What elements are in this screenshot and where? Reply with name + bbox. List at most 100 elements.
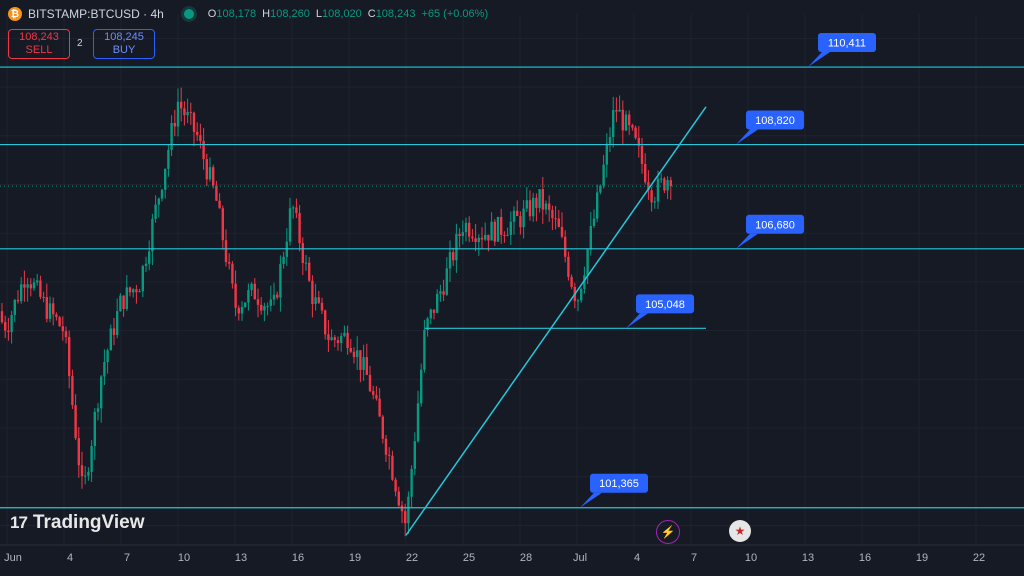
candle-body xyxy=(119,295,122,312)
level-label-box[interactable] xyxy=(746,214,804,234)
level-callout-pointer xyxy=(736,129,758,145)
change-value: +65 (+0.06%) xyxy=(421,8,489,20)
level-callout-pointer xyxy=(808,52,830,68)
candle-body xyxy=(356,350,359,358)
candle-body xyxy=(64,331,68,337)
candle-body xyxy=(125,287,128,309)
ohlc-values: O 108,178 H 108,260 L 108,020 C 108,243 +65 … xyxy=(202,8,488,20)
candle-body xyxy=(404,511,407,524)
candle-body xyxy=(394,479,397,492)
candle-body xyxy=(634,127,637,138)
candle-body xyxy=(148,251,151,264)
candle-body xyxy=(55,314,58,318)
open-key: O xyxy=(207,8,217,20)
candle-body xyxy=(336,340,340,343)
candle-body xyxy=(586,249,589,276)
candle-body xyxy=(407,496,410,524)
candle-body xyxy=(276,294,279,298)
candle-body xyxy=(461,232,464,237)
candle-body xyxy=(282,256,285,264)
candle-body xyxy=(580,288,583,301)
candle-body xyxy=(599,185,602,193)
candle-body xyxy=(333,337,336,341)
candle-body xyxy=(596,192,599,219)
candle-body xyxy=(266,305,269,307)
candle-body xyxy=(253,283,256,300)
candle-body xyxy=(496,216,500,242)
candle-body xyxy=(506,234,509,236)
candle-body xyxy=(263,306,266,311)
candle-body xyxy=(269,299,272,306)
candle-body xyxy=(365,357,368,375)
sell-button[interactable]: 108,243 SELL xyxy=(8,29,70,59)
levels[interactable]: 110,411 108,820 106,680 105,048 101,365 xyxy=(0,33,1024,509)
low-key: L xyxy=(315,8,322,20)
candle-body xyxy=(458,233,461,237)
candle-body xyxy=(445,268,448,295)
support-trendline[interactable] xyxy=(405,106,707,536)
candle-body xyxy=(96,408,100,412)
candle-body xyxy=(224,240,228,263)
candle-body xyxy=(362,357,365,370)
level-label: 110,411 xyxy=(828,38,866,50)
candle-body xyxy=(442,291,445,295)
candle-body xyxy=(391,455,394,480)
candle-body xyxy=(324,310,327,335)
candle-body xyxy=(186,111,189,116)
x-tick-label: 25 xyxy=(463,552,475,564)
candle-body xyxy=(429,309,432,319)
candle-body xyxy=(343,332,346,336)
candle-body xyxy=(624,114,628,131)
candle-body xyxy=(410,468,413,497)
candle-body xyxy=(272,294,276,300)
buy-button[interactable]: 108,245 BUY xyxy=(93,29,155,59)
candle-body xyxy=(20,284,23,302)
candle-body xyxy=(471,236,474,239)
level-label-box[interactable] xyxy=(818,33,876,53)
candle-body xyxy=(532,197,535,217)
candle-body xyxy=(212,167,215,186)
level-callout-pointer xyxy=(580,492,602,508)
level-label-box[interactable] xyxy=(636,294,694,314)
x-tick-label: 13 xyxy=(235,552,247,564)
candle-body xyxy=(560,226,564,237)
us-flag-icon[interactable]: ★ xyxy=(729,520,751,542)
level-label-box[interactable] xyxy=(746,110,804,130)
candle-body xyxy=(439,291,442,294)
level-label-box[interactable] xyxy=(590,473,648,493)
candle-body xyxy=(90,445,93,472)
candle-body xyxy=(551,209,554,219)
x-tick-label: 28 xyxy=(520,552,532,564)
candle-body xyxy=(173,122,176,127)
x-tick-label: 10 xyxy=(178,552,190,564)
tradingview-logo: 17 TradingView xyxy=(10,512,145,534)
candle-body xyxy=(228,262,231,264)
x-tick-label: Jun xyxy=(4,552,22,564)
candle-body xyxy=(618,109,621,112)
candle-body xyxy=(205,159,208,180)
candle-body xyxy=(84,475,87,477)
candle-body xyxy=(128,287,132,293)
level-callout-pointer xyxy=(736,233,758,249)
candle-body xyxy=(106,350,109,363)
candle-body xyxy=(247,290,250,303)
candle-body xyxy=(388,454,391,456)
trendline[interactable] xyxy=(405,106,707,536)
x-tick-label: 19 xyxy=(916,552,928,564)
symbol-title[interactable]: BITSTAMP:BTCUSD · 4h xyxy=(28,7,164,21)
candle-body xyxy=(650,190,653,203)
candle-body xyxy=(61,326,64,332)
candle-body xyxy=(112,328,116,335)
level-callout-pointer xyxy=(626,313,648,329)
candle-body xyxy=(301,243,304,263)
candle-body xyxy=(36,280,39,283)
candle-body xyxy=(320,302,324,311)
candle-body xyxy=(490,221,493,241)
bolt-icon[interactable]: ⚡ xyxy=(656,520,680,544)
candle-body xyxy=(199,135,202,142)
candle-body xyxy=(135,289,138,293)
candle-body xyxy=(77,438,80,466)
candle-body xyxy=(426,318,429,330)
candle-body xyxy=(279,263,282,298)
